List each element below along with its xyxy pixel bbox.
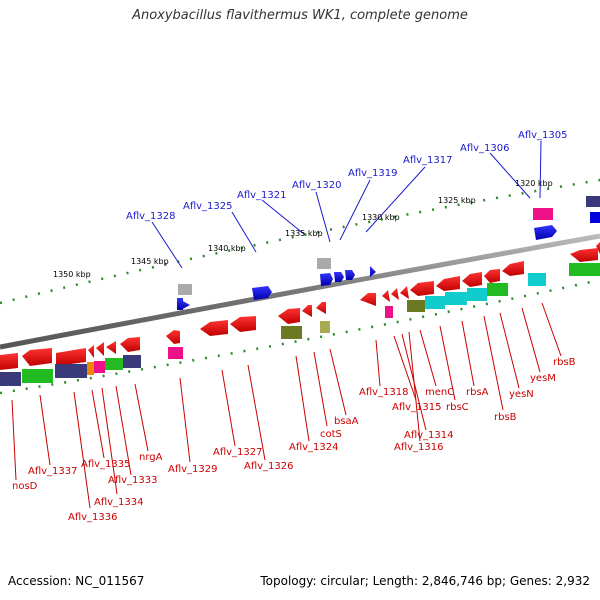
gene-label: Aflv_1314 [404,430,454,441]
gene-label: Aflv_1329 [168,464,218,475]
kbp-label: 1345 kbp [131,257,169,266]
gene-arrow [334,272,344,282]
bottom-gene-labels: nosD Aflv_1337 Aflv_1336 Aflv_1335 Aflv_… [12,357,576,523]
accession-text: Accession: NC_011567 [8,574,145,588]
kbp-scale: 1350 kbp 1345 kbp 1340 kbp 1335 kbp 1330… [53,179,553,279]
gene-label: cotS [320,429,342,440]
gene-box [586,196,600,207]
gene-label: rbsB [494,412,517,423]
gene-label: Aflv_1319 [348,168,398,179]
category-blocks [0,263,600,386]
gene-label: Aflv_1320 [292,180,342,191]
gene-label: Aflv_1336 [68,512,118,523]
gene-label: rbsA [466,387,489,398]
genome-backbone [0,233,600,350]
reverse-strand-genes [0,242,600,370]
gene-label: Aflv_1324 [289,442,339,453]
gene-label: Aflv_1316 [394,442,444,453]
gene-arrow [181,300,190,310]
kbp-label: 1340 kbp [208,244,246,253]
gene-box [533,208,553,220]
kbp-label: 1335 kbp [285,229,323,238]
map-title: Anoxybacillus flavithermus WK1, complete… [132,8,468,23]
gene-label: rbsB [553,357,576,368]
gene-label: Aflv_1326 [244,461,294,472]
gene-label: rbsC [446,402,469,413]
gene-arrow [370,266,376,277]
gene-label: Aflv_1305 [518,130,568,141]
gene-label: Aflv_1318 [359,387,409,398]
outer-tick-ring [0,178,600,305]
kbp-label: 1320 kbp [515,179,553,188]
gene-label: menC [425,387,454,398]
gene-arrow [345,270,355,280]
gene-label: Aflv_1306 [460,143,510,154]
gene-label: Aflv_1328 [126,211,176,222]
gene-box [590,212,600,223]
gene-label: Aflv_1317 [403,155,453,166]
gene-box [178,284,192,295]
top-label-lines [151,140,542,269]
gene-label: Aflv_1337 [28,466,78,477]
gene-label: Aflv_1321 [237,190,287,201]
gene-label: Aflv_1327 [213,447,263,458]
top-gene-labels: Aflv_1328 Aflv_1325 Aflv_1321 Aflv_1320 … [126,130,568,222]
kbp-label: 1350 kbp [53,270,91,279]
bottom-label-lines [11,302,562,509]
gene-label: Aflv_1333 [108,475,158,486]
gene-box [317,258,331,269]
gene-label: nrgA [139,452,163,463]
kbp-label: 1325 kbp [438,196,476,205]
gene-label: yesN [509,389,534,400]
gene-arrow [320,273,333,286]
gene-arrow [534,225,557,240]
gene-label: Aflv_1315 [392,402,442,413]
kbp-label: 1330 kbp [362,213,400,222]
gene-label: Aflv_1325 [183,201,233,212]
gene-arrow [252,286,272,300]
topology-text: Topology: circular; Length: 2,846,746 bp… [260,574,590,588]
gene-label: Aflv_1335 [81,459,131,470]
gene-label: Aflv_1334 [94,497,144,508]
gene-box [177,298,183,310]
forward-strand-genes [177,196,600,310]
gene-label: yesM [530,373,556,384]
gene-label: nosD [12,481,38,492]
gene-label: bsaA [334,416,359,427]
